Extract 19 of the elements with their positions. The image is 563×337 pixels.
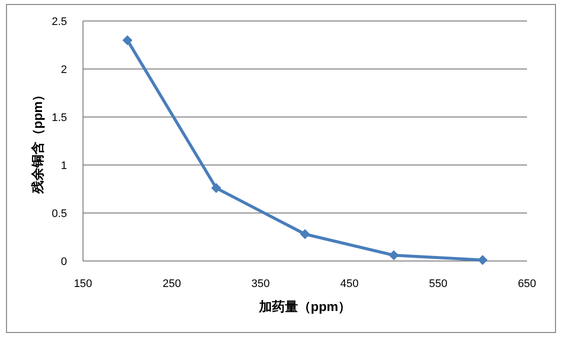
y-tick-label: 1: [60, 160, 67, 172]
point: [478, 255, 488, 266]
y-axis-title: 残余铜含（ppm）: [30, 88, 45, 195]
y-tick-label: 2.5: [52, 16, 67, 28]
x-tick-label: 250: [162, 278, 181, 290]
x-tick-label: 150: [74, 278, 92, 290]
point: [388, 250, 399, 260]
y-tick-label: 0: [60, 256, 67, 268]
x-tick-label: 550: [429, 278, 448, 290]
point: [300, 229, 310, 240]
y-tick-label: 2: [60, 64, 67, 76]
point: [122, 35, 132, 46]
y-tick-label: 0.5: [52, 208, 67, 220]
x-axis-title: 加药量（ppm）: [258, 299, 352, 314]
y-tick-label: 1.5: [52, 112, 67, 124]
point: [211, 183, 222, 194]
x-tick-label: 650: [518, 278, 536, 290]
x-tick-label: 450: [340, 278, 359, 290]
x-tick-label: 350: [251, 278, 270, 290]
